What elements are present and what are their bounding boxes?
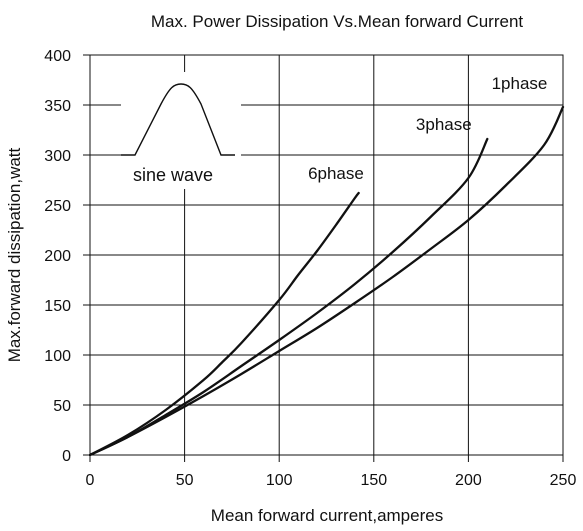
sine-wave-icon [121, 83, 235, 156]
x-tick-label-150: 150 [360, 472, 387, 489]
sine-wave-inset-mask [121, 72, 241, 189]
series-label-6phase: 6phase [308, 164, 364, 183]
y-tick-label-50: 50 [53, 398, 71, 415]
y-tick-label-150: 150 [44, 298, 71, 315]
series-line-6phase [88, 191, 360, 457]
y-tick-label-250: 250 [44, 198, 71, 215]
chart-title: Max. Power Dissipation Vs.Mean forward C… [151, 12, 524, 31]
series-label-3phase: 3phase [416, 115, 472, 134]
y-tick-label-300: 300 [44, 148, 71, 165]
y-tick-label-100: 100 [44, 348, 71, 365]
y-tick-label-200: 200 [44, 248, 71, 265]
x-tick-label-50: 50 [176, 472, 194, 489]
y-tick-label-0: 0 [62, 448, 71, 465]
y-tick-label-350: 350 [44, 98, 71, 115]
y-tick-label-400: 400 [44, 48, 71, 65]
series-line-1phase [88, 105, 565, 457]
y-axis-title: Max.forward dissipation,watt [5, 147, 24, 362]
x-tick-label-0: 0 [86, 472, 95, 489]
x-tick-label-200: 200 [455, 472, 482, 489]
x-tick-label-100: 100 [266, 472, 293, 489]
x-axis-title: Mean forward current,amperes [211, 506, 443, 525]
series-label-1phase: 1phase [492, 74, 548, 93]
sine-wave-label: sine wave [133, 165, 213, 185]
x-tick-label-250: 250 [550, 472, 577, 489]
series-line-3phase [88, 137, 489, 457]
